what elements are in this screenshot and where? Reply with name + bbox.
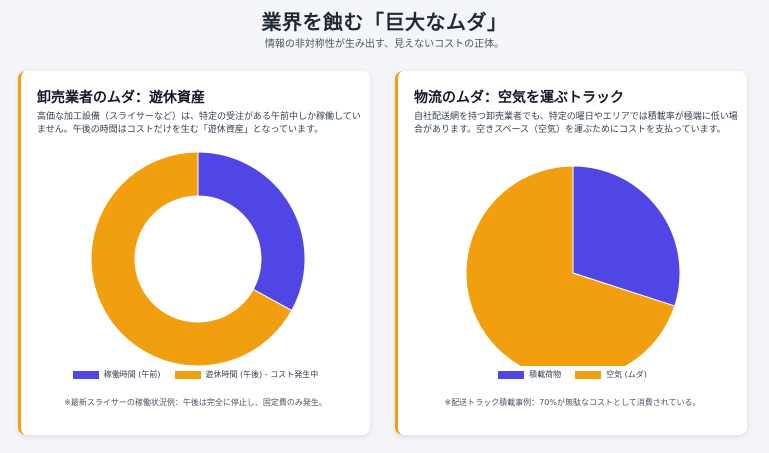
legend-item[interactable]: 積載荷物 xyxy=(498,369,561,380)
legend-label: 遊休時間 (午後) - コスト発生中 xyxy=(205,370,319,379)
wholesaler-waste-card: 卸売業者のムダ：遊休資産 高価な加工設備（スライサーなど）は、特定の受注がある午… xyxy=(18,71,370,435)
logistics-waste-card: 物流のムダ：空気を運ぶトラック 自社配送網を持つ卸売業者でも、特定の曜日やエリア… xyxy=(395,71,747,435)
card-description: 自社配送網を持つ卸売業者でも、特定の曜日やエリアでは積載率が極端に低い場合があり… xyxy=(414,112,738,135)
doughnut-chart xyxy=(90,151,306,366)
card-title: 物流のムダ：空気を運ぶトラック xyxy=(414,90,624,106)
pie-chart xyxy=(465,165,681,366)
legend-item[interactable]: 稼働時間 (午前) xyxy=(72,369,161,380)
pie-slice[interactable] xyxy=(197,151,306,312)
legend-label: 稼働時間 (午前) xyxy=(103,370,161,379)
chart-legend: 積載荷物 空気 (ムダ) xyxy=(398,369,747,380)
legend-item[interactable]: 遊休時間 (午後) - コスト発生中 xyxy=(174,369,319,380)
legend-swatch xyxy=(575,370,602,379)
card-title: 卸売業者のムダ：遊休資産 xyxy=(37,90,205,106)
pie-slice[interactable] xyxy=(465,165,676,366)
page-title: 業界を蝕む「巨大なムダ」 xyxy=(261,10,508,34)
pie-slice[interactable] xyxy=(572,165,681,307)
pie-slice[interactable] xyxy=(90,151,293,366)
legend-swatch xyxy=(72,370,99,379)
legend-item[interactable]: 空気 (ムダ) xyxy=(575,369,647,380)
chart-note: ※配送トラック積載事例：70%が無駄なコストとして消費されている。 xyxy=(444,398,701,407)
chart-note: ※最新スライサーの稼働状況例：午後は完全に停止し、固定費のみ発生。 xyxy=(64,398,327,407)
card-description: 高価な加工設備（スライサーなど）は、特定の受注がある午前中しか稼働していません。… xyxy=(37,112,361,135)
legend-label: 空気 (ムダ) xyxy=(606,370,647,379)
legend-swatch xyxy=(498,370,525,379)
page-subtitle: 情報の非対称性が生み出す、見えないコストの正体。 xyxy=(264,39,505,50)
chart-legend: 稼働時間 (午前) 遊休時間 (午後) - コスト発生中 xyxy=(21,369,370,380)
legend-swatch xyxy=(174,370,201,379)
legend-label: 積載荷物 xyxy=(529,370,562,379)
